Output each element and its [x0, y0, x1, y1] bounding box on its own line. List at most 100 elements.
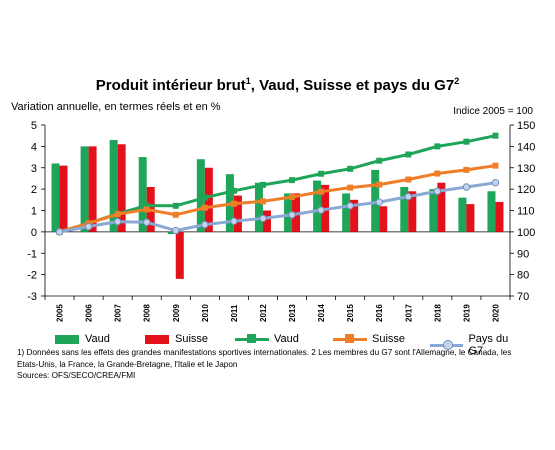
bar-suisse-2010	[204, 167, 213, 232]
point-vaud-2017	[405, 151, 412, 158]
point-pays-du-g7-2018	[433, 187, 442, 195]
right-tick-label: 100	[517, 227, 535, 239]
left-tick-label: -3	[27, 291, 37, 303]
bar-vaud-2010	[196, 159, 205, 232]
bar-vaud-2016	[371, 169, 380, 232]
left-tick-label: -1	[27, 248, 37, 260]
x-tick-label-2014: 2014	[317, 304, 326, 322]
bar-suisse-2005	[59, 165, 68, 232]
x-tick-label-2006: 2006	[85, 304, 94, 322]
legend-label-vaud-line: Vaud	[274, 333, 299, 345]
bar-suisse-2016	[379, 206, 388, 232]
lines-layer	[55, 132, 500, 236]
point-suisse-2011	[230, 200, 237, 207]
bar-suisse-2019	[466, 204, 475, 232]
chart-title: Produit intérieur brut1, Vaud, Suisse et…	[0, 76, 555, 94]
point-vaud-2018	[434, 143, 441, 150]
bar-vaud-2017	[400, 186, 409, 232]
bar-vaud-2019	[458, 197, 467, 232]
x-tick-label-2018: 2018	[433, 304, 442, 322]
point-pays-du-g7-2009	[172, 226, 180, 235]
legend-item-g7-line: Pays du G7	[430, 333, 525, 357]
point-pays-du-g7-2016	[375, 198, 383, 206]
left-axis-label: Variation annuelle, en termes réels et e…	[11, 101, 221, 113]
bar-suisse-2018	[437, 182, 446, 232]
legend-label-suisse-bar: Suisse	[175, 333, 209, 345]
point-pays-du-g7-2010	[201, 220, 209, 229]
point-vaud-2010	[201, 194, 208, 201]
point-suisse-2007	[114, 211, 121, 218]
source-note: Sources: OFS/SECO/CREA/FMI	[17, 371, 136, 380]
x-tick-label-2012: 2012	[259, 304, 268, 322]
x-tick-label-2005: 2005	[56, 304, 65, 322]
legend-swatch-vaud-line	[235, 333, 269, 345]
left-tick-label: 1	[31, 206, 37, 218]
line-vaud	[59, 134, 496, 234]
left-tick-label: 3	[31, 163, 37, 175]
right-tick-label: 130	[517, 163, 535, 175]
point-suisse-2008	[143, 206, 150, 213]
x-tick-label-2020: 2020	[491, 304, 500, 322]
bar-suisse-2006	[88, 146, 97, 232]
point-pays-du-g7-2008	[143, 218, 151, 226]
left-tick-label: -2	[27, 270, 37, 282]
axes-layer: -3 -2 -1 0 1 2 3 4 5 70 80 90 100 110 120 130 140 150 2005…	[27, 120, 535, 322]
legend-label-g7-line: Pays du G7	[468, 333, 509, 357]
bar-vaud-2005	[51, 163, 60, 232]
legend-label-suisse-line: Suisse	[372, 333, 406, 345]
point-pays-du-g7-2012	[259, 214, 267, 223]
point-vaud-2011	[230, 187, 237, 194]
x-tick-label-2010: 2010	[201, 304, 210, 322]
point-suisse-2014	[318, 188, 325, 195]
right-tick-label: 70	[517, 291, 529, 303]
point-vaud-2019	[463, 138, 470, 145]
point-suisse-2016	[376, 181, 383, 188]
left-tick-label: 2	[31, 184, 37, 196]
x-tick-label-2007: 2007	[114, 304, 123, 322]
point-vaud-2014	[318, 170, 325, 177]
bar-suisse-2009	[175, 231, 184, 279]
legend-item-suisse-bar: Suisse	[145, 333, 208, 345]
bar-vaud-2013	[284, 193, 293, 232]
point-vaud-2016	[376, 157, 383, 164]
x-tick-label-2017: 2017	[404, 304, 413, 322]
point-vaud-2015	[347, 165, 354, 172]
point-pays-du-g7-2014	[317, 206, 325, 214]
title-text-mid: , Vaud, Suisse et pays du G7	[250, 77, 455, 94]
chart-area: -3 -2 -1 0 1 2 3 4 5 70 80 90 100 110 120 130 140 150 2005…	[27, 120, 535, 322]
legend-item-suisse-line: Suisse	[333, 333, 405, 345]
bar-suisse-2007	[117, 144, 126, 232]
x-tick-label-2016: 2016	[375, 304, 384, 322]
point-suisse-2015	[347, 184, 354, 191]
x-tick-label-2009: 2009	[172, 304, 181, 322]
point-suisse-2019	[463, 166, 470, 173]
bar-vaud-2015	[342, 193, 351, 232]
point-pays-du-g7-2015	[346, 202, 354, 210]
point-pays-du-g7-2006	[84, 222, 93, 231]
bar-suisse-2017	[408, 191, 417, 232]
right-tick-label: 80	[517, 270, 529, 282]
point-vaud-2012	[259, 181, 266, 188]
point-vaud-2008	[143, 202, 150, 209]
bar-suisse-2011	[233, 195, 242, 232]
point-suisse-2013	[289, 194, 296, 201]
point-vaud-2020	[492, 132, 499, 139]
left-tick-label: 5	[31, 120, 37, 132]
legend-swatch-vaud-bar	[55, 334, 79, 344]
bar-vaud-2012	[254, 182, 263, 232]
point-suisse-2018	[434, 170, 441, 177]
left-tick-label: 0	[31, 227, 37, 239]
right-tick-label: 150	[517, 120, 535, 132]
bar-vaud-2018	[429, 189, 438, 232]
point-pays-du-g7-2019	[462, 183, 471, 191]
x-tick-label-2019: 2019	[462, 304, 471, 322]
point-pays-du-g7-2007	[113, 217, 122, 226]
legend-item-vaud-line: Vaud	[235, 333, 299, 345]
title-footnote-marker-2: 2	[454, 76, 460, 86]
bar-suisse-2012	[262, 210, 271, 232]
point-pays-du-g7-2011	[230, 217, 238, 225]
right-tick-label: 110	[517, 206, 535, 218]
point-pays-du-g7-2020	[491, 179, 500, 187]
bars-layer	[51, 139, 504, 279]
x-tick-label-2008: 2008	[143, 304, 152, 322]
